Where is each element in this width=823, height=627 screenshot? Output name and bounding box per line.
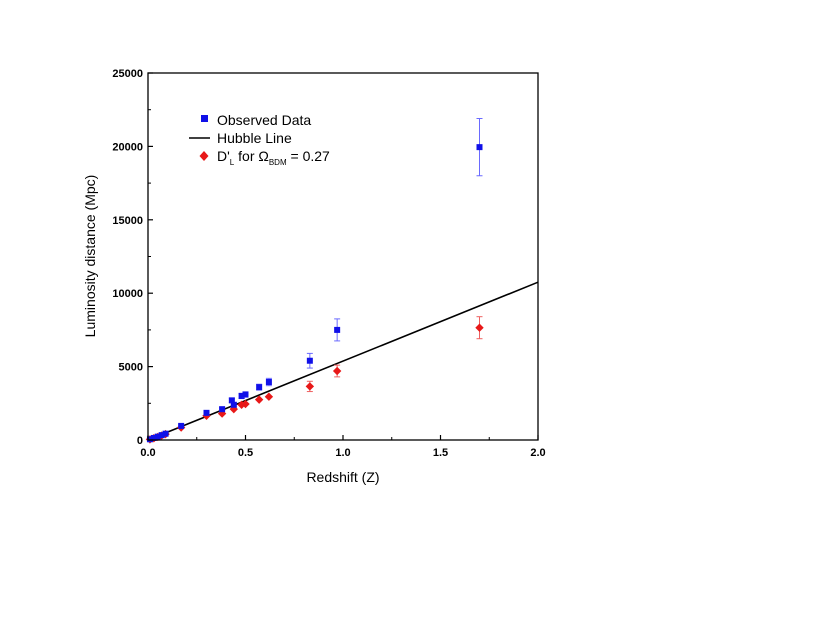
y-axis: 0 5000 10000 15000 20000 25000 — [112, 68, 153, 447]
hubble-line — [147, 281, 539, 441]
observed-point — [158, 432, 165, 439]
x-tick-label: 0.5 — [238, 447, 253, 459]
legend-observed-marker — [201, 115, 208, 122]
dl-point — [305, 382, 315, 391]
y-tick-label: 0 — [137, 435, 143, 447]
observed-point — [238, 392, 245, 399]
legend-omega: Ω — [258, 148, 268, 164]
legend-observed-label: Observed Data — [217, 112, 311, 128]
observed-point — [476, 144, 483, 151]
dl-point — [475, 323, 484, 332]
legend-dl-suffix: = 0.27 — [287, 148, 330, 164]
observed-point — [150, 434, 157, 441]
observed-point — [334, 326, 341, 333]
observed-point — [230, 401, 237, 408]
legend-dl-sub: L — [230, 158, 235, 167]
legend-dl-marker — [199, 151, 209, 161]
observed-point — [162, 430, 169, 437]
legend: Observed Data Hubble Line D'L for ΩBDM =… — [189, 112, 330, 167]
plot-area — [145, 118, 539, 444]
dl-point — [264, 392, 274, 401]
x-axis: 0.0 0.5 1.0 1.5 2.0 — [140, 435, 546, 459]
observed-point — [228, 397, 235, 404]
dl-point — [254, 395, 264, 404]
legend-hubble-label: Hubble Line — [217, 130, 292, 146]
observed-point — [146, 436, 153, 443]
legend-dl-mid: for — [234, 148, 258, 164]
observed-point — [178, 422, 185, 429]
observed-point — [256, 384, 263, 391]
dl-point — [241, 399, 250, 409]
observed-point — [306, 357, 313, 364]
legend-dl-label: D'L for ΩBDM = 0.27 — [217, 148, 330, 167]
y-tick-label: 25000 — [112, 68, 143, 80]
y-axis-title: Luminosity distance (Mpc) — [82, 175, 98, 338]
observed-point — [203, 409, 210, 416]
x-axis-title: Redshift (Z) — [306, 469, 379, 485]
x-tick-label: 0.0 — [140, 447, 155, 459]
y-tick-label: 15000 — [112, 215, 143, 227]
observed-point — [242, 391, 249, 398]
legend-omega-sub: BDM — [269, 158, 287, 167]
observed-point — [154, 433, 161, 440]
y-tick-label: 20000 — [112, 141, 143, 153]
x-tick-label: 2.0 — [530, 447, 545, 459]
dl-point — [332, 366, 342, 376]
y-tick-label: 10000 — [112, 288, 143, 300]
x-tick-label: 1.5 — [433, 447, 448, 459]
x-tick-label: 1.0 — [335, 447, 350, 459]
observed-point — [265, 379, 272, 386]
legend-dl-prefix: D' — [217, 148, 230, 164]
observed-point — [219, 406, 226, 413]
y-tick-label: 5000 — [119, 362, 143, 374]
